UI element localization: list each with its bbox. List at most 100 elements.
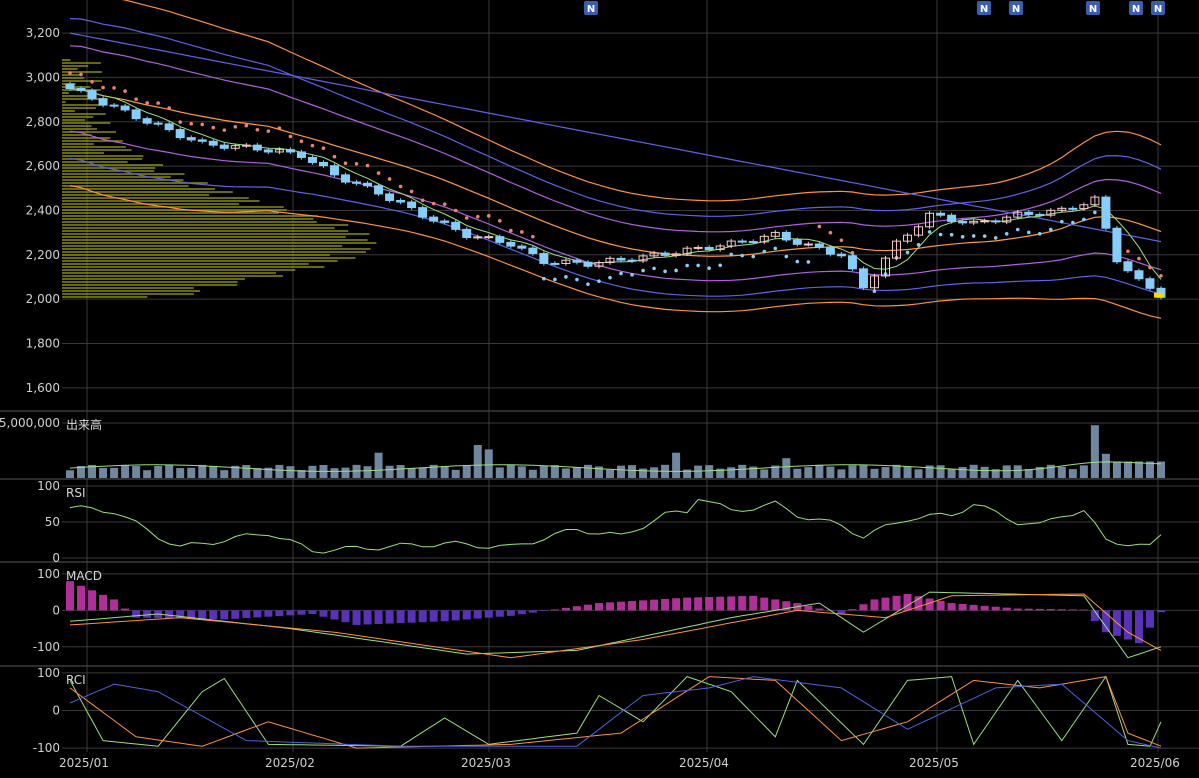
sar-dot <box>586 282 590 287</box>
candle-body <box>869 275 879 289</box>
candle-body <box>429 216 439 222</box>
candle-body <box>208 140 218 146</box>
x-tick-label: 2025/03 <box>461 756 511 770</box>
volume-bar <box>980 466 989 478</box>
macd-bar <box>209 610 218 620</box>
macd-bar <box>1068 609 1077 611</box>
band-line <box>69 45 1162 233</box>
candle-body <box>285 149 295 153</box>
macd-bar <box>815 608 824 611</box>
sar-dot <box>553 277 557 282</box>
volume-bar <box>561 468 570 478</box>
candle-body <box>528 247 538 255</box>
macd-bar <box>1090 610 1099 621</box>
candle-body <box>748 241 758 244</box>
volume-bar <box>1157 461 1165 478</box>
sar-dot <box>178 120 183 124</box>
price-tick-label: 3,000 <box>26 70 60 84</box>
macd-panel-label: MACD <box>66 569 102 583</box>
macd-bar <box>716 596 725 611</box>
rci-mid-line <box>69 676 1162 749</box>
sar-dot <box>453 208 458 213</box>
candle-body <box>76 88 86 92</box>
volume-bar <box>286 466 295 478</box>
macd-bar <box>727 596 736 611</box>
macd-bar <box>407 610 416 623</box>
candle-body <box>892 240 902 259</box>
volume-bar <box>407 468 416 478</box>
volume-bar <box>110 467 119 478</box>
x-tick-label: 2025/06 <box>1130 756 1180 770</box>
volume-bar <box>639 468 648 478</box>
sar-dot <box>442 202 447 206</box>
candle-body <box>649 252 659 257</box>
macd-tick-label: 100 <box>37 567 60 581</box>
sar-dot <box>531 234 535 239</box>
candle-body <box>451 221 461 230</box>
rci-panel-label: RCI <box>66 673 86 687</box>
sar-dot <box>542 276 546 281</box>
news-badge <box>977 1 991 15</box>
candle-body <box>550 262 560 265</box>
candle-body <box>473 236 483 239</box>
macd-bar <box>121 608 130 611</box>
macd-bar <box>352 610 361 625</box>
candle-body <box>936 212 946 216</box>
sar-dot <box>619 271 623 276</box>
macd-bar <box>1079 609 1088 611</box>
candle-body <box>495 236 505 243</box>
macd-bar <box>231 610 240 619</box>
macd-bar <box>572 606 581 611</box>
volume-bar <box>925 465 934 478</box>
candle-body <box>1057 207 1067 211</box>
rsi-line <box>69 499 1162 554</box>
sar-dot <box>464 216 469 220</box>
candle-body <box>462 228 472 239</box>
sar-dot <box>597 279 601 283</box>
candle-body <box>980 220 990 223</box>
candle-body <box>737 240 747 243</box>
sar-dot <box>872 289 877 294</box>
volume-bar <box>385 465 394 478</box>
x-tick-label: 2025/04 <box>679 756 729 770</box>
news-badge <box>1151 1 1165 15</box>
sar-dot <box>354 161 359 166</box>
candle-body <box>1035 213 1045 216</box>
volume-bar <box>99 467 108 478</box>
volume-bar <box>583 464 592 478</box>
rci-tick-label: -100 <box>33 741 60 755</box>
sar-dot <box>960 235 965 239</box>
volume-bar <box>253 468 262 478</box>
macd-bar <box>583 604 592 611</box>
macd-bar <box>264 610 273 617</box>
sar-dot <box>200 122 205 127</box>
macd-bar <box>88 590 97 611</box>
volume-bar <box>88 464 97 478</box>
candle-body <box>704 246 714 251</box>
candle-body <box>781 231 791 241</box>
price-tick-label: 2,200 <box>26 248 60 262</box>
volume-bar <box>308 465 317 478</box>
sar-dot <box>740 253 745 258</box>
candle-body <box>517 245 527 249</box>
volume-bar <box>66 470 74 478</box>
volume-bar <box>947 468 956 478</box>
volume-bar <box>440 466 449 478</box>
macd-bar <box>837 610 846 614</box>
candle-body <box>329 165 339 176</box>
candle-body <box>759 235 769 243</box>
macd-bar <box>991 606 1000 611</box>
volume-bar <box>1101 453 1110 478</box>
sar-dot <box>784 254 789 259</box>
sar-dot <box>68 71 72 75</box>
macd-bar <box>782 601 791 611</box>
macd-bar <box>760 597 769 611</box>
macd-bar <box>165 610 174 619</box>
macd-bar <box>1013 608 1022 611</box>
sar-dot <box>475 214 480 219</box>
macd-bar <box>77 585 86 611</box>
candle-body <box>1145 278 1155 289</box>
macd-bar <box>1046 609 1055 611</box>
